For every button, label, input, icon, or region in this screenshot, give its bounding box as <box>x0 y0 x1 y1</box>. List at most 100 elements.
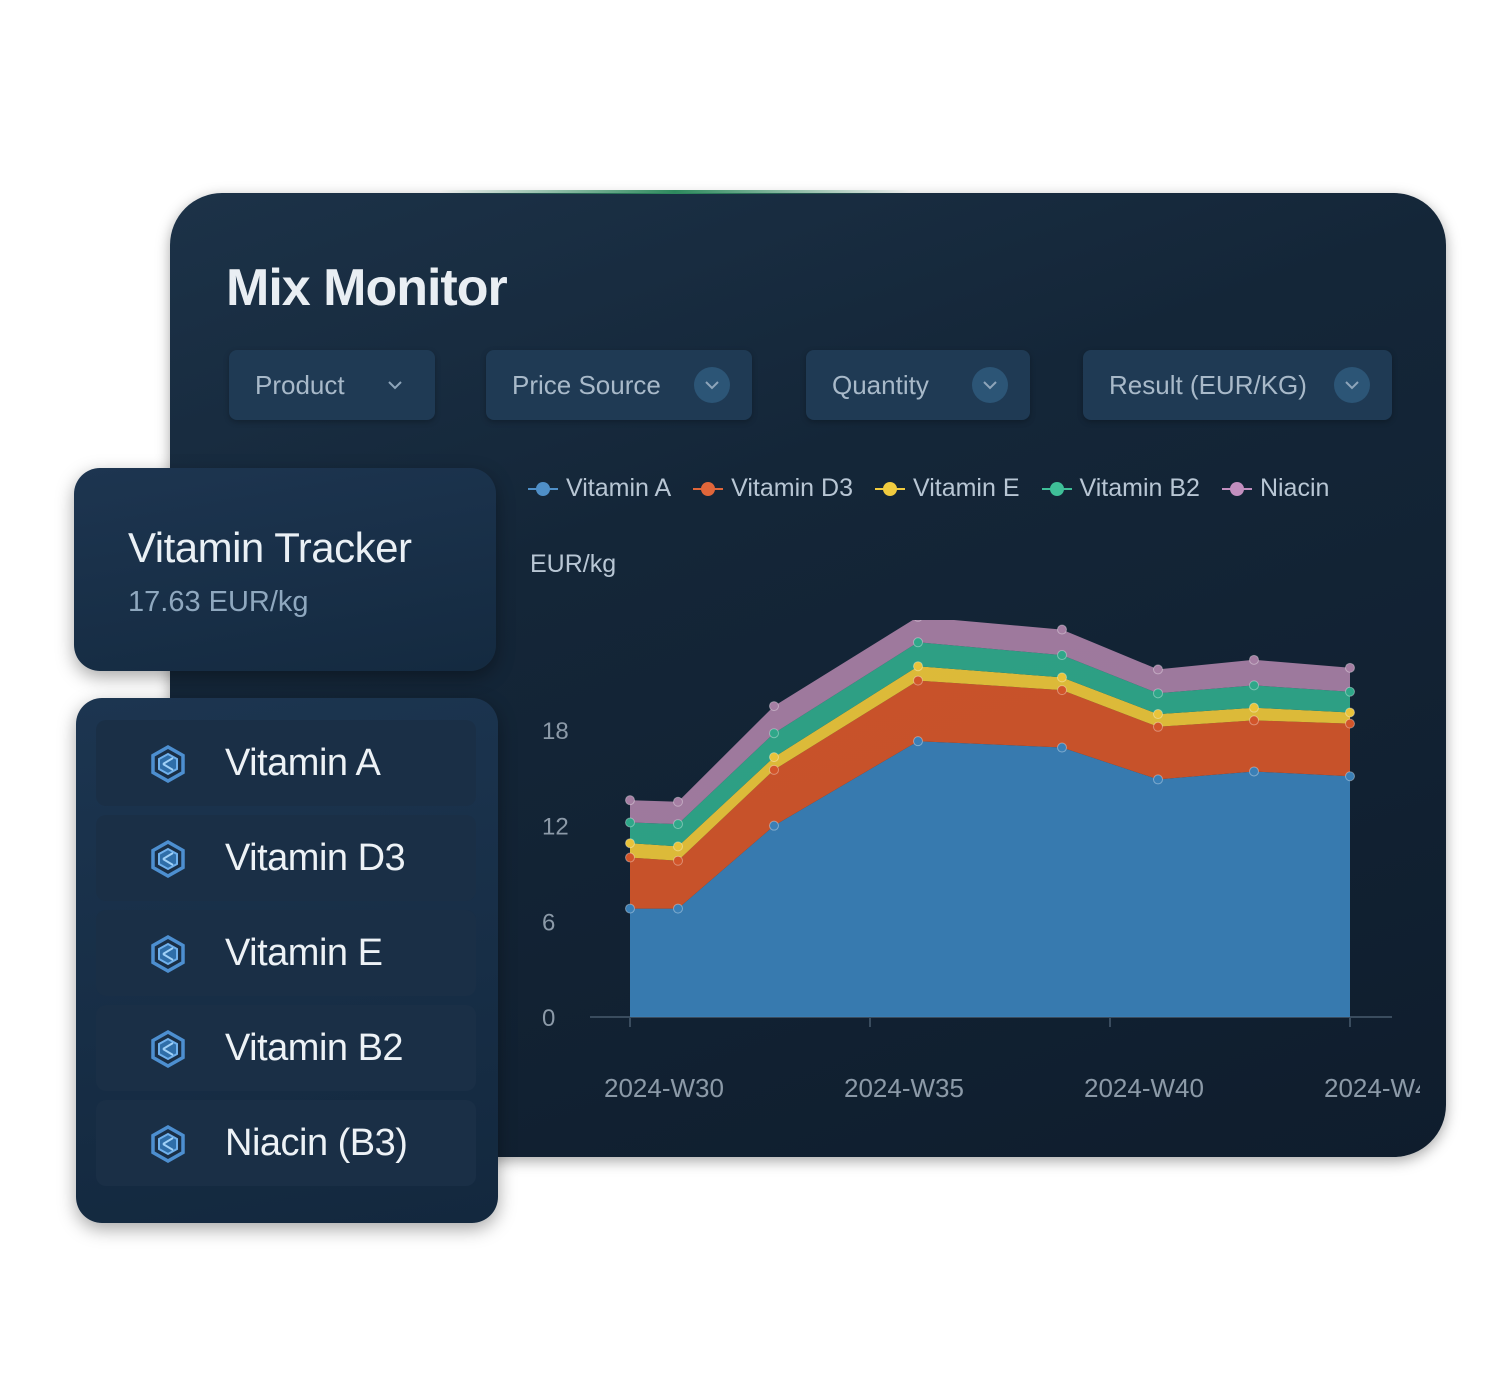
y-tick-label: 18 <box>542 718 569 745</box>
y-tick-label: 0 <box>542 1005 555 1032</box>
data-point-vitamin-a <box>1153 774 1163 785</box>
area-series-vitamin-e <box>630 666 1350 861</box>
tracker-title: Vitamin Tracker <box>128 524 412 571</box>
data-point-vitamin-d3 <box>1249 715 1259 726</box>
hexagon-logo-icon <box>151 744 185 784</box>
data-point-vitamin-d3 <box>673 855 683 866</box>
list-item-vitamin-b2[interactable]: Vitamin B2 <box>96 1005 476 1091</box>
data-point-vitamin-a <box>1057 742 1067 753</box>
data-point-vitamin-b2 <box>769 728 779 739</box>
legend-swatch <box>1221 481 1252 496</box>
area-series-vitamin-a <box>630 741 1350 1017</box>
data-point-niacin <box>914 620 922 622</box>
list-item-vitamin-a[interactable]: Vitamin A <box>96 720 476 806</box>
data-point-vitamin-b2 <box>625 817 635 828</box>
area-series-vitamin-d3 <box>630 680 1350 909</box>
data-point-vitamin-e <box>1153 709 1163 720</box>
data-point-vitamin-a <box>673 903 683 914</box>
x-tick-label: 2024-W45 <box>1324 1073 1420 1103</box>
data-point-vitamin-d3 <box>1057 685 1067 696</box>
data-point-niacin <box>1249 654 1259 665</box>
data-point-niacin <box>673 796 683 807</box>
quantity-dropdown[interactable]: Quantity <box>806 350 1030 420</box>
data-point-vitamin-d3 <box>1153 721 1163 732</box>
chart-legend: Vitamin A Vitamin D3 Vitamin E Vitamin B… <box>528 474 1329 503</box>
chevron-down-icon <box>377 367 413 403</box>
legend-label: Vitamin A <box>566 474 672 502</box>
data-point-vitamin-a <box>769 820 779 831</box>
data-point-vitamin-e <box>769 752 779 763</box>
chevron-down-icon <box>1334 367 1370 403</box>
vitamin-tracker-card: Vitamin Tracker 17.63 EUR/kg <box>74 468 496 671</box>
data-point-vitamin-b2 <box>673 819 683 830</box>
data-point-vitamin-b2 <box>1153 688 1163 699</box>
data-point-niacin <box>625 795 635 806</box>
price-source-dropdown-label: Price Source <box>512 369 661 400</box>
page-title: Mix Monitor <box>226 259 508 317</box>
data-point-vitamin-d3 <box>625 852 635 863</box>
data-point-vitamin-d3 <box>769 764 779 775</box>
data-point-vitamin-d3 <box>1345 718 1355 729</box>
hexagon-logo-icon <box>151 1124 185 1164</box>
data-point-vitamin-b2 <box>913 637 923 648</box>
list-item-label: Vitamin B2 <box>225 1026 404 1069</box>
data-point-vitamin-e <box>1249 702 1259 713</box>
data-point-vitamin-a <box>1345 771 1355 782</box>
data-point-niacin <box>1057 624 1067 635</box>
legend-label: Vitamin E <box>912 474 1020 502</box>
hexagon-logo-icon <box>151 934 185 974</box>
legend-item-vitamin-d3[interactable]: Vitamin D3 <box>693 474 853 503</box>
panel-accent-strip <box>440 190 910 194</box>
y-tick-label: 6 <box>542 909 555 936</box>
legend-item-vitamin-b2[interactable]: Vitamin B2 <box>1041 474 1200 503</box>
data-point-vitamin-e <box>1345 707 1355 718</box>
area-series-vitamin-b2 <box>630 642 1350 847</box>
data-point-vitamin-a <box>1249 766 1259 777</box>
legend-label: Niacin <box>1259 474 1330 502</box>
chevron-down-icon <box>694 367 730 403</box>
data-point-vitamin-b2 <box>1249 680 1259 691</box>
product-dropdown[interactable]: Product <box>229 350 435 420</box>
data-point-vitamin-b2 <box>1345 686 1355 697</box>
x-tick-label: 2024-W35 <box>844 1073 964 1103</box>
y-tick-label: 12 <box>542 814 569 841</box>
data-point-vitamin-e <box>913 661 923 672</box>
price-source-dropdown[interactable]: Price Source <box>486 350 752 420</box>
x-tick-label: 2024-W40 <box>1084 1073 1204 1103</box>
legend-swatch <box>693 481 724 496</box>
legend-label: Vitamin D3 <box>731 474 853 502</box>
product-dropdown-label: Product <box>255 369 345 400</box>
data-point-vitamin-d3 <box>913 675 923 686</box>
tracker-value: 17.63 EUR/kg <box>128 586 309 618</box>
list-item-vitamin-d3[interactable]: Vitamin D3 <box>96 815 476 901</box>
data-point-niacin <box>769 701 779 712</box>
vitamin-list: Vitamin A Vitamin D3 Vitamin E Vitamin B… <box>76 698 498 1223</box>
data-point-vitamin-a <box>913 736 923 747</box>
data-point-vitamin-a <box>625 903 635 914</box>
list-item-niacin[interactable]: Niacin (B3) <box>96 1100 476 1186</box>
data-point-niacin <box>1153 664 1163 675</box>
legend-item-niacin[interactable]: Niacin <box>1221 474 1330 503</box>
stacked-area-chart: 0 6 12 18 2024-W30 2024-W35 2024-W40 2024-W45 <box>542 620 1420 1103</box>
quantity-dropdown-label: Quantity <box>832 369 929 400</box>
data-point-niacin <box>1345 662 1355 673</box>
list-item-label: Niacin (B3) <box>225 1121 408 1164</box>
legend-item-vitamin-a[interactable]: Vitamin A <box>528 474 671 503</box>
list-item-label: Vitamin E <box>225 931 383 974</box>
list-item-label: Vitamin A <box>225 741 381 784</box>
legend-label: Vitamin B2 <box>1079 474 1200 502</box>
data-point-vitamin-b2 <box>1057 650 1067 661</box>
result-dropdown[interactable]: Result (EUR/KG) <box>1083 350 1392 420</box>
legend-swatch <box>874 481 905 496</box>
list-item-vitamin-e[interactable]: Vitamin E <box>96 910 476 996</box>
area-series-niacin <box>630 620 1350 825</box>
hexagon-logo-icon <box>151 839 185 879</box>
data-point-vitamin-e <box>673 841 683 852</box>
data-point-vitamin-e <box>625 838 635 849</box>
legend-swatch <box>528 481 558 496</box>
x-tick-label: 2024-W30 <box>604 1073 724 1103</box>
legend-swatch <box>1041 481 1072 496</box>
list-item-label: Vitamin D3 <box>225 836 406 879</box>
legend-item-vitamin-e[interactable]: Vitamin E <box>874 474 1020 503</box>
result-dropdown-label: Result (EUR/KG) <box>1109 369 1307 400</box>
